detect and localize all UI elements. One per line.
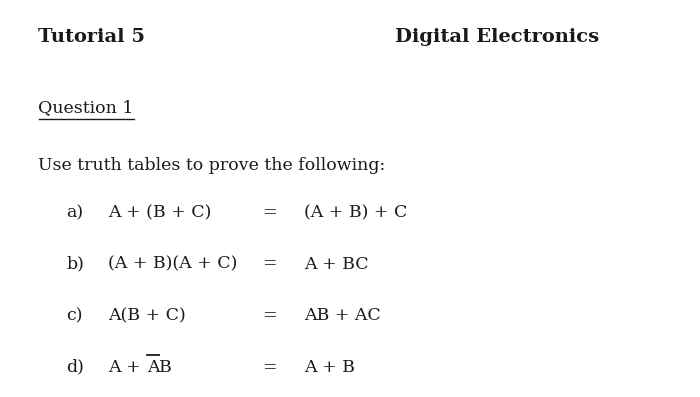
Text: AB + AC: AB + AC (304, 307, 382, 324)
Text: a): a) (66, 204, 83, 221)
Text: Digital Electronics: Digital Electronics (395, 28, 600, 46)
Text: =: = (262, 256, 276, 272)
Text: A + B: A + B (304, 359, 356, 376)
Text: c): c) (66, 307, 83, 324)
Text: =: = (262, 204, 276, 221)
Text: Question 1: Question 1 (38, 99, 134, 116)
Text: =: = (262, 307, 276, 324)
Text: A(B + C): A(B + C) (108, 307, 186, 324)
Text: B: B (159, 359, 172, 376)
Text: Use truth tables to prove the following:: Use truth tables to prove the following: (38, 157, 386, 174)
Text: =: = (262, 359, 276, 376)
Text: A + BC: A + BC (304, 256, 369, 272)
Text: A + (B + C): A + (B + C) (108, 204, 212, 221)
Text: d): d) (66, 359, 85, 376)
Text: b): b) (66, 256, 85, 272)
Text: (A + B) + C: (A + B) + C (304, 204, 408, 221)
Text: A +: A + (108, 359, 146, 376)
Text: A: A (146, 359, 159, 376)
Text: Tutorial 5: Tutorial 5 (38, 28, 146, 46)
Text: (A + B)(A + C): (A + B)(A + C) (108, 256, 238, 272)
